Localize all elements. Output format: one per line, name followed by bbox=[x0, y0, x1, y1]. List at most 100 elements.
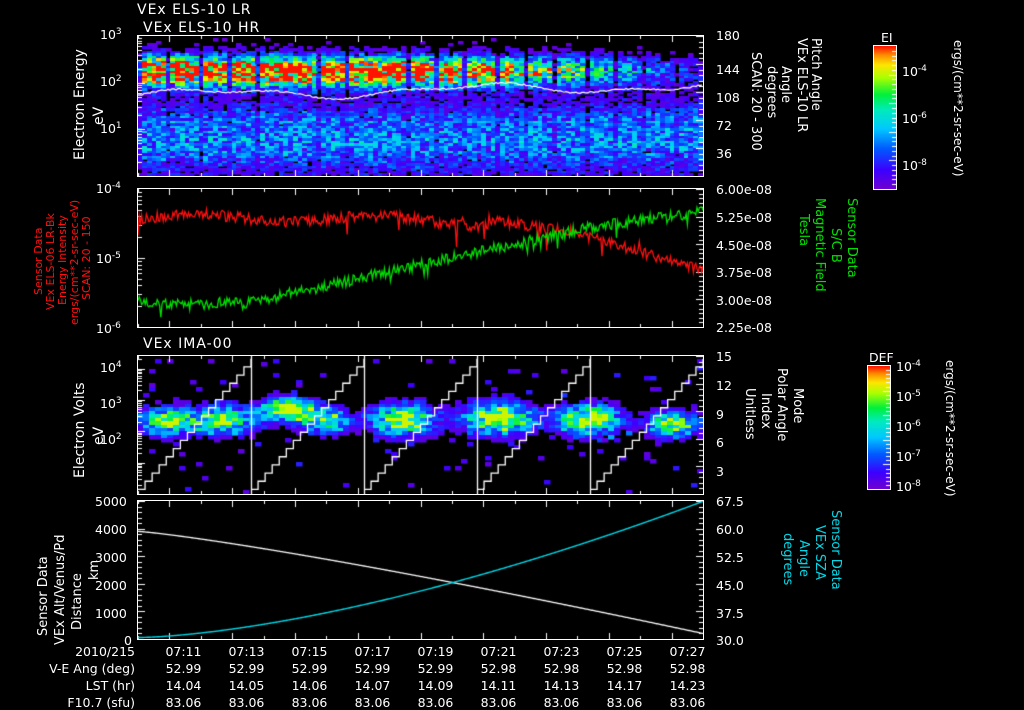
axis-table-cell: 52.98 bbox=[606, 661, 643, 676]
axis-table-cell: 83.06 bbox=[543, 695, 580, 710]
panel4-y2tick-3: 52.5 bbox=[716, 550, 744, 565]
axis-table-cell: 52.99 bbox=[354, 661, 391, 676]
panel3-ytick-100: 102 bbox=[100, 432, 122, 448]
axis-table-cell: 07:23 bbox=[543, 644, 580, 659]
panel2-y2tick-5: 3.00e-08 bbox=[716, 293, 772, 308]
axis-table-cell: 07:17 bbox=[354, 644, 391, 659]
panel2-right-label-scb: S/C B bbox=[828, 228, 843, 263]
panel3-left-axis-label: Electron Volts bbox=[72, 382, 88, 478]
panel4-line-canvas bbox=[138, 501, 703, 639]
panel4-y2tick-5: 37.5 bbox=[716, 606, 744, 621]
axis-table-cell: 52.99 bbox=[165, 661, 202, 676]
axis-table-cell: 52.98 bbox=[669, 661, 706, 676]
panel3-y2tick-15: 15 bbox=[716, 349, 732, 364]
axis-table-row-label-0: 2010/215 bbox=[75, 644, 135, 659]
panel4-left-label-distance: Distance bbox=[70, 573, 85, 630]
axis-table-cell: 14.04 bbox=[165, 678, 202, 693]
panel2-left-label-scan: SCAN: 20 - 150 bbox=[80, 216, 93, 300]
panel3-colorbar-tick-5: 10-8 bbox=[896, 479, 921, 495]
axis-table-cell: 52.99 bbox=[417, 661, 454, 676]
panel3-right-label-polar-angle: Polar Angle bbox=[774, 368, 789, 442]
axis-table-cell: 07:11 bbox=[165, 644, 202, 659]
panel1-y2tick-180: 180 bbox=[716, 28, 740, 43]
panel3-colorbar-canvas bbox=[868, 366, 890, 489]
panel3-title: VEx IMA-00 bbox=[143, 336, 233, 352]
panel4-y2tick-2: 60.0 bbox=[716, 522, 744, 537]
panel3-y2tick-6: 6 bbox=[716, 435, 724, 450]
axis-table-cell: 52.99 bbox=[291, 661, 328, 676]
panel4-y2tick-1: 67.5 bbox=[716, 494, 744, 509]
panel1-right-label-degrees: degrees bbox=[764, 66, 779, 119]
axis-table-cell: 07:13 bbox=[228, 644, 265, 659]
panel1-title-hr: VEx ELS-10 HR bbox=[143, 20, 261, 36]
panel1-right-label-pitch-angle: Pitch Angle bbox=[808, 38, 823, 111]
panel1-right-label-angle: Angle bbox=[778, 66, 793, 103]
panel4-right-label-angle: Angle bbox=[796, 540, 811, 577]
panel2-right-label-magnetic-field: Magnetic Field bbox=[812, 198, 827, 292]
panel3-colorbar-units: ergs/(cm**2-sr-sec-eV) bbox=[943, 360, 957, 497]
axis-table-row-label-1: V-E Ang (deg) bbox=[49, 661, 135, 676]
axis-table-cell: 14.06 bbox=[291, 678, 328, 693]
panel3-right-label-mode: Mode bbox=[790, 388, 805, 424]
axis-table-cell: 52.99 bbox=[228, 661, 265, 676]
axis-table-cell: 14.11 bbox=[480, 678, 517, 693]
panel4-ytick-4000: 4000 bbox=[95, 522, 127, 537]
panel1-y2tick-108: 108 bbox=[716, 90, 740, 105]
axis-table-cell: 14.13 bbox=[543, 678, 580, 693]
panel2-ytick-2: 10-5 bbox=[96, 251, 121, 267]
axis-table-cell: 83.06 bbox=[417, 695, 454, 710]
panel3-colorbar-title: DEF bbox=[869, 350, 894, 365]
axis-table-row-label-3: F10.7 (sfu) bbox=[67, 695, 135, 710]
axis-table-cell: 14.09 bbox=[417, 678, 454, 693]
panel1-colorbar-tick-2: 10-6 bbox=[902, 111, 927, 127]
panel1-right-label-sensor: VEx ELS-10 LR bbox=[794, 38, 809, 133]
panel1-title-lr: VEx ELS-10 LR bbox=[137, 2, 252, 18]
panel1-colorbar-tick-1: 10-4 bbox=[902, 64, 927, 80]
panel2-y2tick-4: 3.75e-08 bbox=[716, 265, 772, 280]
panel2-y2tick-3: 4.50e-08 bbox=[716, 238, 772, 253]
panel1-colorbar-units: ergs/(cm**2-sr-sec-eV) bbox=[951, 40, 965, 177]
axis-table-cell: 83.06 bbox=[291, 695, 328, 710]
axis-table-cell: 07:19 bbox=[417, 644, 454, 659]
axis-table-cell: 14.07 bbox=[354, 678, 391, 693]
panel1-y2tick-144: 144 bbox=[716, 62, 740, 77]
panel1-spectrogram-canvas bbox=[138, 36, 703, 176]
axis-table-cell: 83.06 bbox=[480, 695, 517, 710]
axis-table-cell: 14.23 bbox=[669, 678, 706, 693]
panel4-y2tick-6: 30.0 bbox=[716, 633, 744, 648]
axis-table-cell: 07:21 bbox=[480, 644, 517, 659]
panel2-right-label-sensor-data: Sensor Data bbox=[844, 198, 859, 278]
panel3-y2tick-3: 3 bbox=[716, 464, 724, 479]
panel3-colorbar-tick-2: 10-5 bbox=[896, 389, 921, 405]
axis-table-cell: 83.06 bbox=[669, 695, 706, 710]
panel1-colorbar-title: EI bbox=[881, 30, 893, 45]
panel2-plot-area bbox=[137, 188, 704, 328]
panel3-ytick-10000: 104 bbox=[100, 360, 122, 376]
panel4-ytick-3000: 3000 bbox=[95, 550, 127, 565]
axis-table-cell: 14.05 bbox=[228, 678, 265, 693]
axis-table-cell: 83.06 bbox=[354, 695, 391, 710]
panel1-left-axis-label: Electron Energy bbox=[72, 49, 88, 160]
panel4-ytick-0: 0 bbox=[124, 633, 132, 648]
panel1-colorbar-canvas bbox=[874, 46, 896, 189]
panel3-colorbar bbox=[867, 365, 891, 490]
panel2-line-canvas bbox=[138, 189, 703, 327]
axis-table-cell: 07:25 bbox=[606, 644, 643, 659]
panel4-ytick-2000: 2000 bbox=[95, 578, 127, 593]
panel4-ytick-5000: 5000 bbox=[95, 494, 127, 509]
panel4-right-label-sensor-data: Sensor Data bbox=[828, 510, 843, 590]
panel3-right-label-unitless: Unitless bbox=[742, 388, 757, 440]
panel1-ytick-1000: 103 bbox=[100, 27, 122, 43]
axis-table-cell: 83.06 bbox=[165, 695, 202, 710]
panel1-colorbar-tick-3: 10-8 bbox=[902, 158, 927, 174]
axis-table-cell: 07:27 bbox=[669, 644, 706, 659]
panel4-ytick-1000: 1000 bbox=[95, 606, 127, 621]
panel2-y2tick-1: 6.00e-08 bbox=[716, 182, 772, 197]
panel4-right-label-sza: VEx SZA bbox=[812, 525, 827, 580]
panel4-left-label-alt: VEx Alt/Venus/Pd bbox=[53, 534, 68, 645]
axis-table-cell: 83.06 bbox=[606, 695, 643, 710]
panel2-y2tick-2: 5.25e-08 bbox=[716, 210, 772, 225]
axis-table-cell: 14.17 bbox=[606, 678, 643, 693]
panel4-left-label-sensor-data: Sensor Data bbox=[36, 556, 51, 636]
axis-table-cell: 52.98 bbox=[480, 661, 517, 676]
